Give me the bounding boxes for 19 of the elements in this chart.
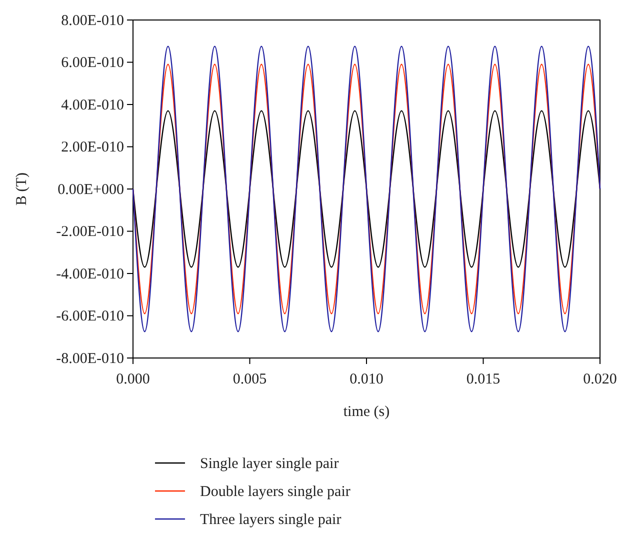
x-tick-label: 0.000 (116, 372, 150, 388)
y-tick-label: -8.00E-010 (56, 350, 124, 367)
y-tick-label: -4.00E-010 (56, 266, 124, 282)
x-tick-label: 0.020 (583, 372, 617, 388)
y-axis-title: B (T) (14, 172, 30, 206)
legend-label: Double layers single pair (200, 484, 350, 500)
y-tick-label: -6.00E-010 (56, 308, 124, 325)
y-tick-label: 8.00E-010 (61, 12, 124, 29)
x-tick-label: 0.005 (232, 372, 267, 388)
y-tick-label: 0.00E+000 (58, 182, 124, 198)
y-tick-label: 4.00E-010 (61, 97, 124, 114)
y-tick-label: 2.00E-010 (61, 140, 124, 156)
x-axis-title: time (s) (343, 404, 390, 420)
legend-label: Single layer single pair (200, 456, 339, 472)
y-tick-label: -2.00E-010 (56, 224, 124, 240)
y-tick-label: 6.00E-010 (61, 55, 124, 72)
x-tick-label: 0.010 (350, 372, 384, 388)
x-tick-label: 0.015 (466, 372, 500, 388)
legend-label: Three layers single pair (200, 512, 342, 528)
